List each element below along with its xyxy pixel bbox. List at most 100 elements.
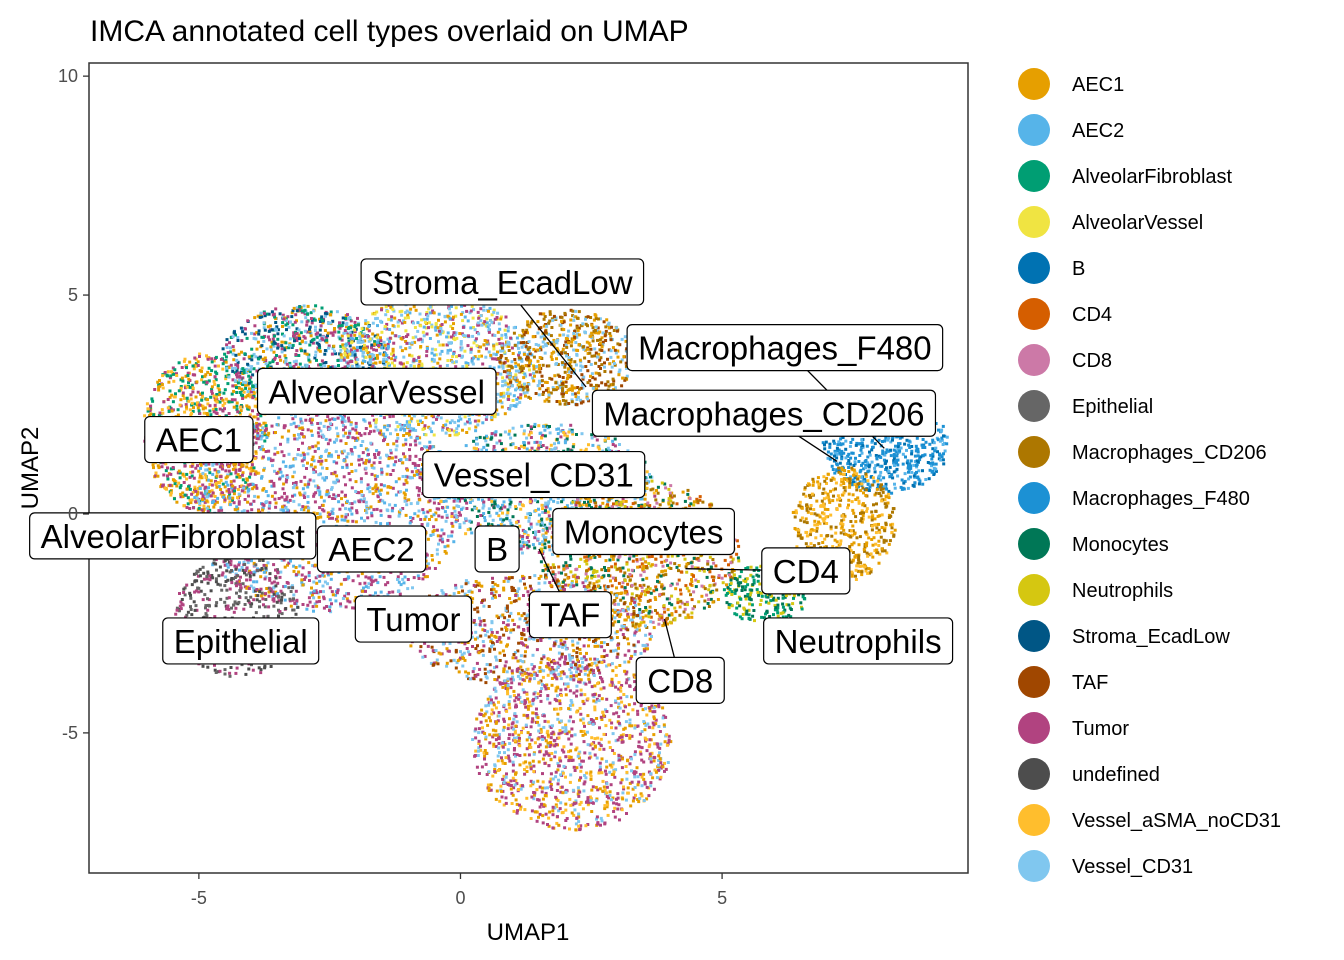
scatter-point bbox=[182, 504, 186, 508]
scatter-point bbox=[421, 427, 425, 431]
scatter-point bbox=[393, 364, 396, 368]
scatter-point bbox=[466, 344, 470, 348]
scatter-point bbox=[295, 486, 299, 490]
scatter-point bbox=[519, 393, 523, 397]
scatter-point bbox=[148, 409, 152, 413]
scatter-point bbox=[355, 431, 359, 435]
scatter-point bbox=[212, 505, 216, 509]
scatter-point bbox=[217, 470, 221, 474]
scatter-point bbox=[323, 352, 327, 356]
scatter-point bbox=[253, 494, 257, 498]
scatter-point bbox=[348, 478, 352, 482]
scatter-point bbox=[214, 408, 218, 411]
scatter-point bbox=[329, 453, 333, 457]
scatter-point bbox=[434, 518, 438, 522]
scatter-point bbox=[455, 433, 459, 437]
scatter-point bbox=[242, 560, 246, 564]
scatter-point bbox=[245, 383, 249, 387]
scatter-point bbox=[351, 436, 355, 440]
scatter-point bbox=[409, 502, 413, 506]
scatter-point bbox=[329, 366, 333, 370]
scatter-point bbox=[262, 487, 266, 491]
scatter-point bbox=[336, 416, 340, 420]
scatter-point bbox=[267, 605, 271, 609]
scatter-point bbox=[266, 364, 270, 368]
scatter-point bbox=[342, 449, 346, 453]
scatter-point bbox=[384, 305, 388, 309]
scatter-point bbox=[364, 575, 368, 579]
scatter-point bbox=[225, 369, 229, 373]
scatter-point bbox=[280, 495, 284, 499]
scatter-point bbox=[215, 485, 219, 489]
scatter-point bbox=[187, 399, 191, 403]
scatter-point bbox=[324, 449, 328, 453]
scatter-point bbox=[183, 410, 187, 414]
scatter-point bbox=[158, 379, 161, 382]
scatter-point bbox=[440, 528, 444, 532]
scatter-point bbox=[301, 464, 305, 468]
scatter-point bbox=[387, 356, 390, 360]
scatter-point bbox=[409, 435, 413, 439]
scatter-point bbox=[267, 431, 271, 435]
scatter-point bbox=[448, 429, 452, 433]
scatter-point bbox=[335, 591, 339, 595]
scatter-point bbox=[373, 456, 377, 459]
scatter-point bbox=[222, 494, 226, 498]
scatter-point bbox=[501, 349, 505, 353]
scatter-point bbox=[185, 405, 188, 409]
scatter-point bbox=[212, 394, 216, 398]
scatter-point bbox=[374, 483, 378, 487]
scatter-point bbox=[316, 516, 320, 519]
scatter-point bbox=[191, 470, 195, 474]
scatter-point bbox=[238, 475, 242, 479]
scatter-point bbox=[303, 336, 307, 340]
scatter-point bbox=[169, 467, 173, 471]
scatter-point bbox=[498, 327, 502, 331]
scatter-point bbox=[500, 405, 504, 409]
scatter-point bbox=[243, 603, 247, 606]
scatter-point bbox=[455, 355, 458, 359]
scatter-point bbox=[497, 337, 501, 341]
scatter-point bbox=[177, 481, 181, 485]
scatter-point bbox=[393, 316, 397, 320]
scatter-point bbox=[402, 452, 405, 456]
scatter-point bbox=[256, 427, 260, 431]
scatter-point bbox=[264, 568, 268, 572]
scatter-point bbox=[395, 444, 399, 448]
scatter-point bbox=[325, 335, 329, 339]
scatter-point bbox=[481, 362, 485, 366]
scatter-point bbox=[193, 356, 197, 360]
scatter-point bbox=[343, 329, 347, 332]
scatter-point bbox=[212, 379, 216, 383]
scatter-point bbox=[482, 308, 486, 312]
scatter-point bbox=[306, 485, 310, 489]
scatter-point bbox=[333, 417, 337, 421]
scatter-point bbox=[435, 552, 439, 556]
scatter-point bbox=[378, 352, 382, 356]
scatter-point bbox=[160, 383, 164, 386]
scatter-point bbox=[312, 580, 316, 584]
scatter-point bbox=[230, 577, 234, 580]
scatter-point bbox=[452, 322, 455, 326]
scatter-point bbox=[427, 321, 431, 325]
scatter-point bbox=[264, 362, 268, 366]
scatter-point bbox=[387, 317, 391, 321]
scatter-point bbox=[272, 592, 276, 596]
scatter-point bbox=[180, 366, 184, 369]
scatter-point bbox=[396, 425, 400, 429]
scatter-point bbox=[479, 307, 483, 311]
scatter-point bbox=[198, 355, 201, 358]
scatter-point bbox=[318, 363, 322, 367]
scatter-point bbox=[291, 417, 295, 421]
scatter-point bbox=[339, 359, 343, 362]
scatter-point bbox=[247, 374, 251, 378]
scatter-point bbox=[157, 388, 161, 392]
scatter-point bbox=[250, 390, 253, 394]
scatter-point bbox=[239, 465, 243, 469]
scatter-point bbox=[187, 377, 191, 381]
scatter-point bbox=[255, 331, 259, 335]
scatter-point bbox=[376, 356, 379, 360]
scatter-point bbox=[210, 483, 214, 487]
scatter-point bbox=[225, 489, 229, 493]
scatter-point bbox=[432, 513, 436, 517]
